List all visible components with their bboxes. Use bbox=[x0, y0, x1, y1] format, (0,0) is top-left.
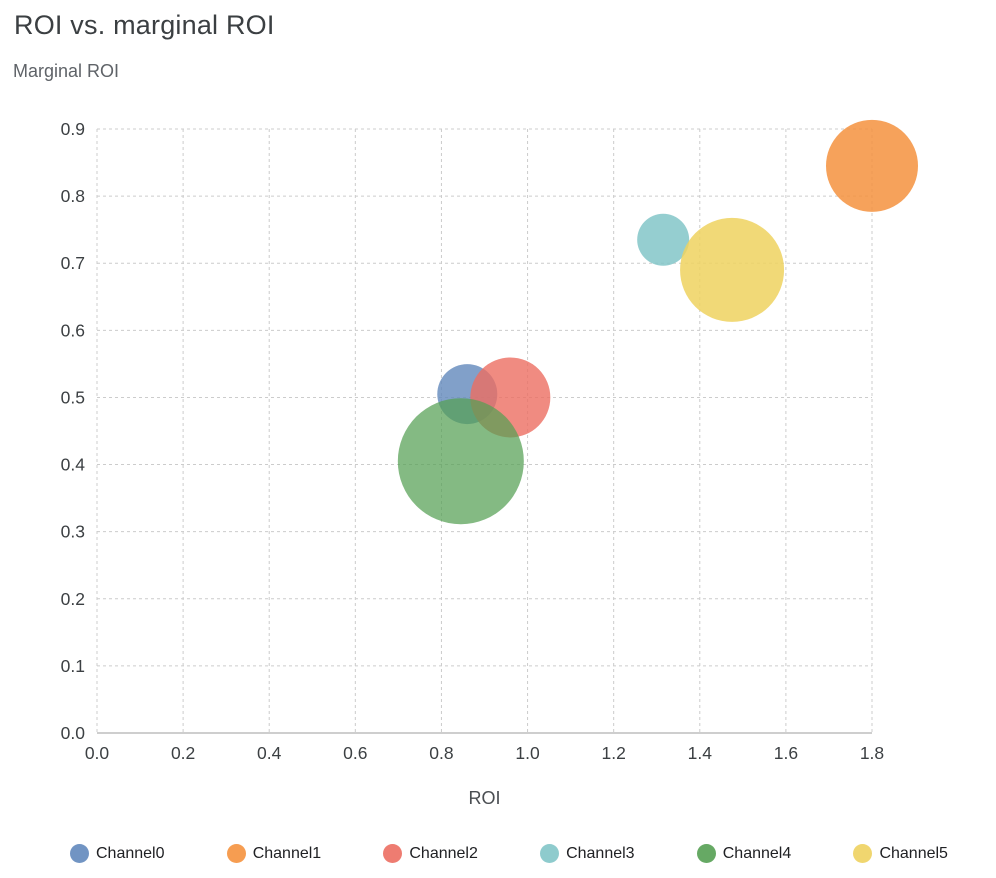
y-tick-label: 0.6 bbox=[61, 320, 85, 340]
legend-label: Channel3 bbox=[566, 844, 635, 862]
legend-dot-channel3 bbox=[540, 844, 560, 863]
legend-label: Channel0 bbox=[96, 844, 165, 862]
x-tick-label: 1.2 bbox=[602, 743, 626, 763]
chart-title: ROI vs. marginal ROI bbox=[14, 10, 275, 40]
y-tick-label: 0.0 bbox=[61, 723, 86, 743]
legend-item-channel4[interactable]: Channel4 bbox=[696, 844, 792, 863]
x-tick-label: 1.8 bbox=[860, 743, 884, 763]
bubble-channel4[interactable] bbox=[397, 398, 524, 525]
x-tick-label: 1.4 bbox=[688, 743, 713, 763]
legend-item-channel0[interactable]: Channel0 bbox=[70, 844, 165, 863]
x-tick-label: 1.0 bbox=[515, 743, 540, 763]
x-tick-label: 0.6 bbox=[343, 743, 367, 763]
legend-label: Channel4 bbox=[722, 844, 792, 862]
legend-item-channel5[interactable]: Channel5 bbox=[853, 844, 948, 863]
legend-item-channel2[interactable]: Channel2 bbox=[383, 844, 478, 863]
bubble-channel5[interactable] bbox=[680, 217, 785, 322]
x-tick-label: 0.0 bbox=[85, 743, 110, 763]
legend-item-channel1[interactable]: Channel1 bbox=[226, 844, 322, 863]
bubble-channel3[interactable] bbox=[637, 213, 690, 266]
y-tick-label: 0.4 bbox=[61, 455, 86, 475]
legend-dot-channel2 bbox=[383, 844, 403, 863]
y-tick-label: 0.2 bbox=[61, 589, 85, 609]
legend-dot-channel5 bbox=[853, 844, 873, 863]
x-tick-label: 1.6 bbox=[774, 743, 798, 763]
x-tick-label: 0.8 bbox=[429, 743, 453, 763]
y-tick-label: 0.7 bbox=[61, 253, 85, 273]
legend-item-channel3[interactable]: Channel3 bbox=[540, 844, 635, 863]
y-tick-label: 0.3 bbox=[61, 522, 85, 542]
legend-label: Channel5 bbox=[879, 844, 948, 862]
x-axis-title: ROI bbox=[468, 788, 501, 808]
y-tick-label: 0.8 bbox=[61, 186, 85, 206]
legend-dot-channel1 bbox=[226, 844, 246, 863]
y-tick-label: 0.9 bbox=[61, 119, 85, 139]
legend-label: Channel2 bbox=[409, 844, 478, 862]
y-tick-label: 0.5 bbox=[61, 387, 85, 407]
legend-dot-channel0 bbox=[70, 844, 89, 863]
legend: Channel0 Channel1 Channel2 Channel3 Channel4… bbox=[70, 844, 948, 863]
y-tick-label: 0.1 bbox=[61, 656, 85, 676]
bubble-channel1[interactable] bbox=[826, 119, 918, 212]
legend-label: Channel1 bbox=[252, 844, 322, 862]
x-tick-label: 0.4 bbox=[257, 743, 282, 763]
y-axis-title: Marginal ROI bbox=[13, 61, 120, 81]
legend-dot-channel4 bbox=[696, 844, 716, 863]
plot-area: 0.0 0.2 0.4 0.6 0.8 1.0 1.2 1.4 1.6 1.8 0.0 0.1 0.2 0… bbox=[61, 119, 918, 763]
x-tick-label: 0.2 bbox=[171, 743, 195, 763]
